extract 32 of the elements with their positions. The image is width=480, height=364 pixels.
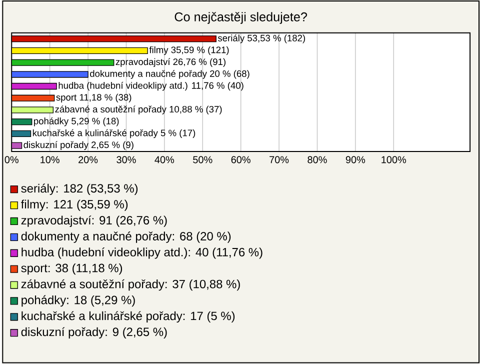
text: hudba (hudební videoklipy atd.): 40 (11,76 %) [22, 248, 262, 259]
x-tick-label: 0% [4, 156, 18, 164]
data-label: zpravodajství 26,76 % (91) [116, 58, 226, 68]
x-tick-label: 30% [116, 156, 136, 164]
data-label: zábavné a soutěžní pořady 10,88 % (37) [55, 106, 222, 114]
data-label: kuchařské a kulinářské pořady 5 % (17) [32, 129, 196, 138]
x-tick-label: 80% [308, 156, 327, 164]
x-tick-label: 60% [231, 156, 250, 164]
text: zpravodajství: 91 (26,76 %) [21, 216, 167, 227]
x-tick-label: 50% [193, 156, 212, 164]
data-label: hudba (hudební videoklipy atd.) 11,76 % (40) [58, 82, 244, 91]
data-label: diskuzní pořady 2,65 % (9) [24, 141, 134, 150]
text: zábavné a soutěžní pořady: 37 (10,88 %) [21, 279, 240, 291]
data-label: seriály 53,53 % (182) [218, 34, 306, 44]
x-tick-label: 100% [382, 156, 406, 164]
text: kuchařské a kulinářské pořady: 17 (5 %) [22, 311, 235, 323]
text: diskuzní pořady: 9 (2,65 %) [21, 327, 167, 339]
x-tick-label: 20% [78, 156, 98, 164]
data-label: pohádky 5,29 % (18) [34, 118, 119, 126]
x-tick-label: 90% [346, 156, 366, 164]
text: pohádky: 18 (5,29 %) [22, 295, 135, 307]
text: seriály: 182 (53,53 %) [21, 184, 138, 196]
x-tick-label: 70% [270, 156, 289, 164]
x-tick-label: 10% [40, 156, 60, 164]
data-label: filmy 35,59 % (121) [149, 46, 229, 56]
text: filmy: 121 (35,59 %) [21, 200, 128, 211]
data-label: dokumenty a naučné pořady 20 % (68) [90, 70, 250, 79]
text: dokumenty a naučné pořady: 68 (20 %) [21, 232, 231, 243]
data-label: sport 11,18 % (38) [56, 94, 132, 103]
x-tick-label: 40% [154, 156, 174, 164]
chart-title: Co nejčastěji sledujete? [174, 12, 308, 24]
text: sport: 38 (11,18 %) [21, 264, 122, 275]
